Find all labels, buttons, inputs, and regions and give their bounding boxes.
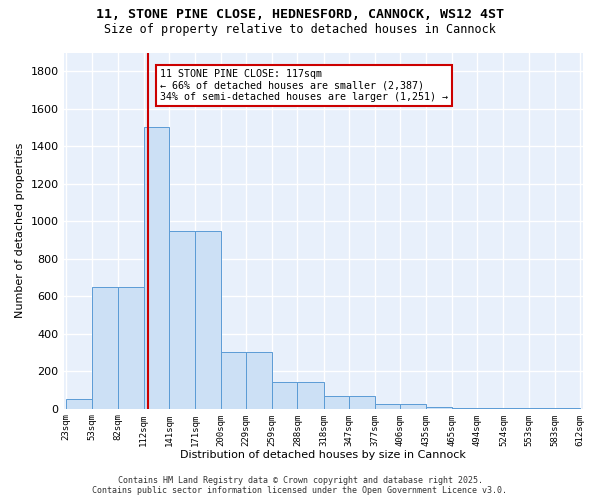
Text: Contains HM Land Registry data © Crown copyright and database right 2025.
Contai: Contains HM Land Registry data © Crown c… (92, 476, 508, 495)
Bar (323, 396, 349, 408)
Bar (298, 382, 323, 408)
Bar (400, 404, 426, 408)
Bar (66, 400, 92, 408)
Bar (169, 230, 196, 408)
X-axis label: Distribution of detached houses by size in Cannock: Distribution of detached houses by size … (180, 450, 466, 460)
Bar (246, 352, 272, 408)
Bar (375, 404, 400, 408)
Y-axis label: Number of detached properties: Number of detached properties (15, 143, 25, 318)
Bar (144, 128, 169, 408)
Text: Size of property relative to detached houses in Cannock: Size of property relative to detached ho… (104, 22, 496, 36)
Bar (272, 382, 298, 408)
Bar (221, 352, 246, 408)
Bar (92, 287, 118, 408)
Text: 11, STONE PINE CLOSE, HEDNESFORD, CANNOCK, WS12 4ST: 11, STONE PINE CLOSE, HEDNESFORD, CANNOC… (96, 8, 504, 20)
Bar (349, 396, 375, 408)
Text: 11 STONE PINE CLOSE: 117sqm
← 66% of detached houses are smaller (2,387)
34% of : 11 STONE PINE CLOSE: 117sqm ← 66% of det… (160, 68, 448, 102)
Bar (426, 407, 452, 408)
Bar (118, 287, 144, 408)
Bar (196, 230, 221, 408)
